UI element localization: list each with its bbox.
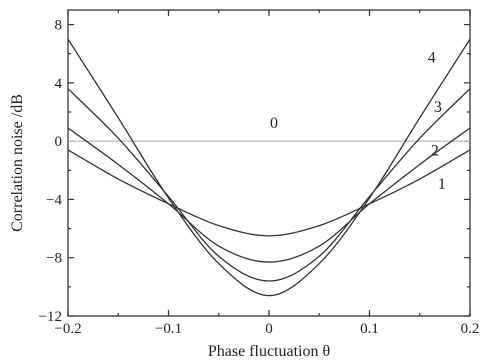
y-tick-label: −8	[46, 251, 62, 267]
series-3-line	[67, 88, 471, 282]
y-axis-label: Correlation noise /dB	[9, 94, 26, 232]
y-tick-label: 8	[55, 18, 63, 34]
x-tick-label: 0.2	[461, 321, 480, 337]
series-1-label: 1	[438, 176, 446, 193]
y-tick-label: 0	[55, 134, 63, 150]
series-lines	[67, 38, 471, 297]
x-tick-label: −0.2	[54, 321, 81, 337]
series-4-label: 4	[428, 49, 436, 66]
series-0-label: 0	[270, 115, 278, 132]
plot-frame	[67, 9, 471, 317]
series-2-label: 2	[431, 143, 439, 160]
x-tick-label: −0.1	[155, 321, 182, 337]
x-tick-label: 0.1	[360, 321, 379, 337]
series-4-line	[67, 38, 471, 297]
x-tick-label: 0	[265, 321, 273, 337]
series-1-line	[67, 149, 471, 237]
axes: −0.2 −0.1 0 0.1 0.2 −12 −8 −4 0 4 8	[39, 9, 480, 337]
y-tick-label: −4	[46, 192, 62, 208]
y-tick-label: 4	[55, 76, 63, 92]
y-tick-label: −12	[39, 309, 62, 325]
x-axis-label: Phase fluctuation θ	[208, 343, 330, 360]
series-3-label: 3	[434, 99, 442, 116]
curve-labels: 0 1 2 3 4	[270, 49, 446, 193]
series-2-line	[67, 127, 471, 263]
